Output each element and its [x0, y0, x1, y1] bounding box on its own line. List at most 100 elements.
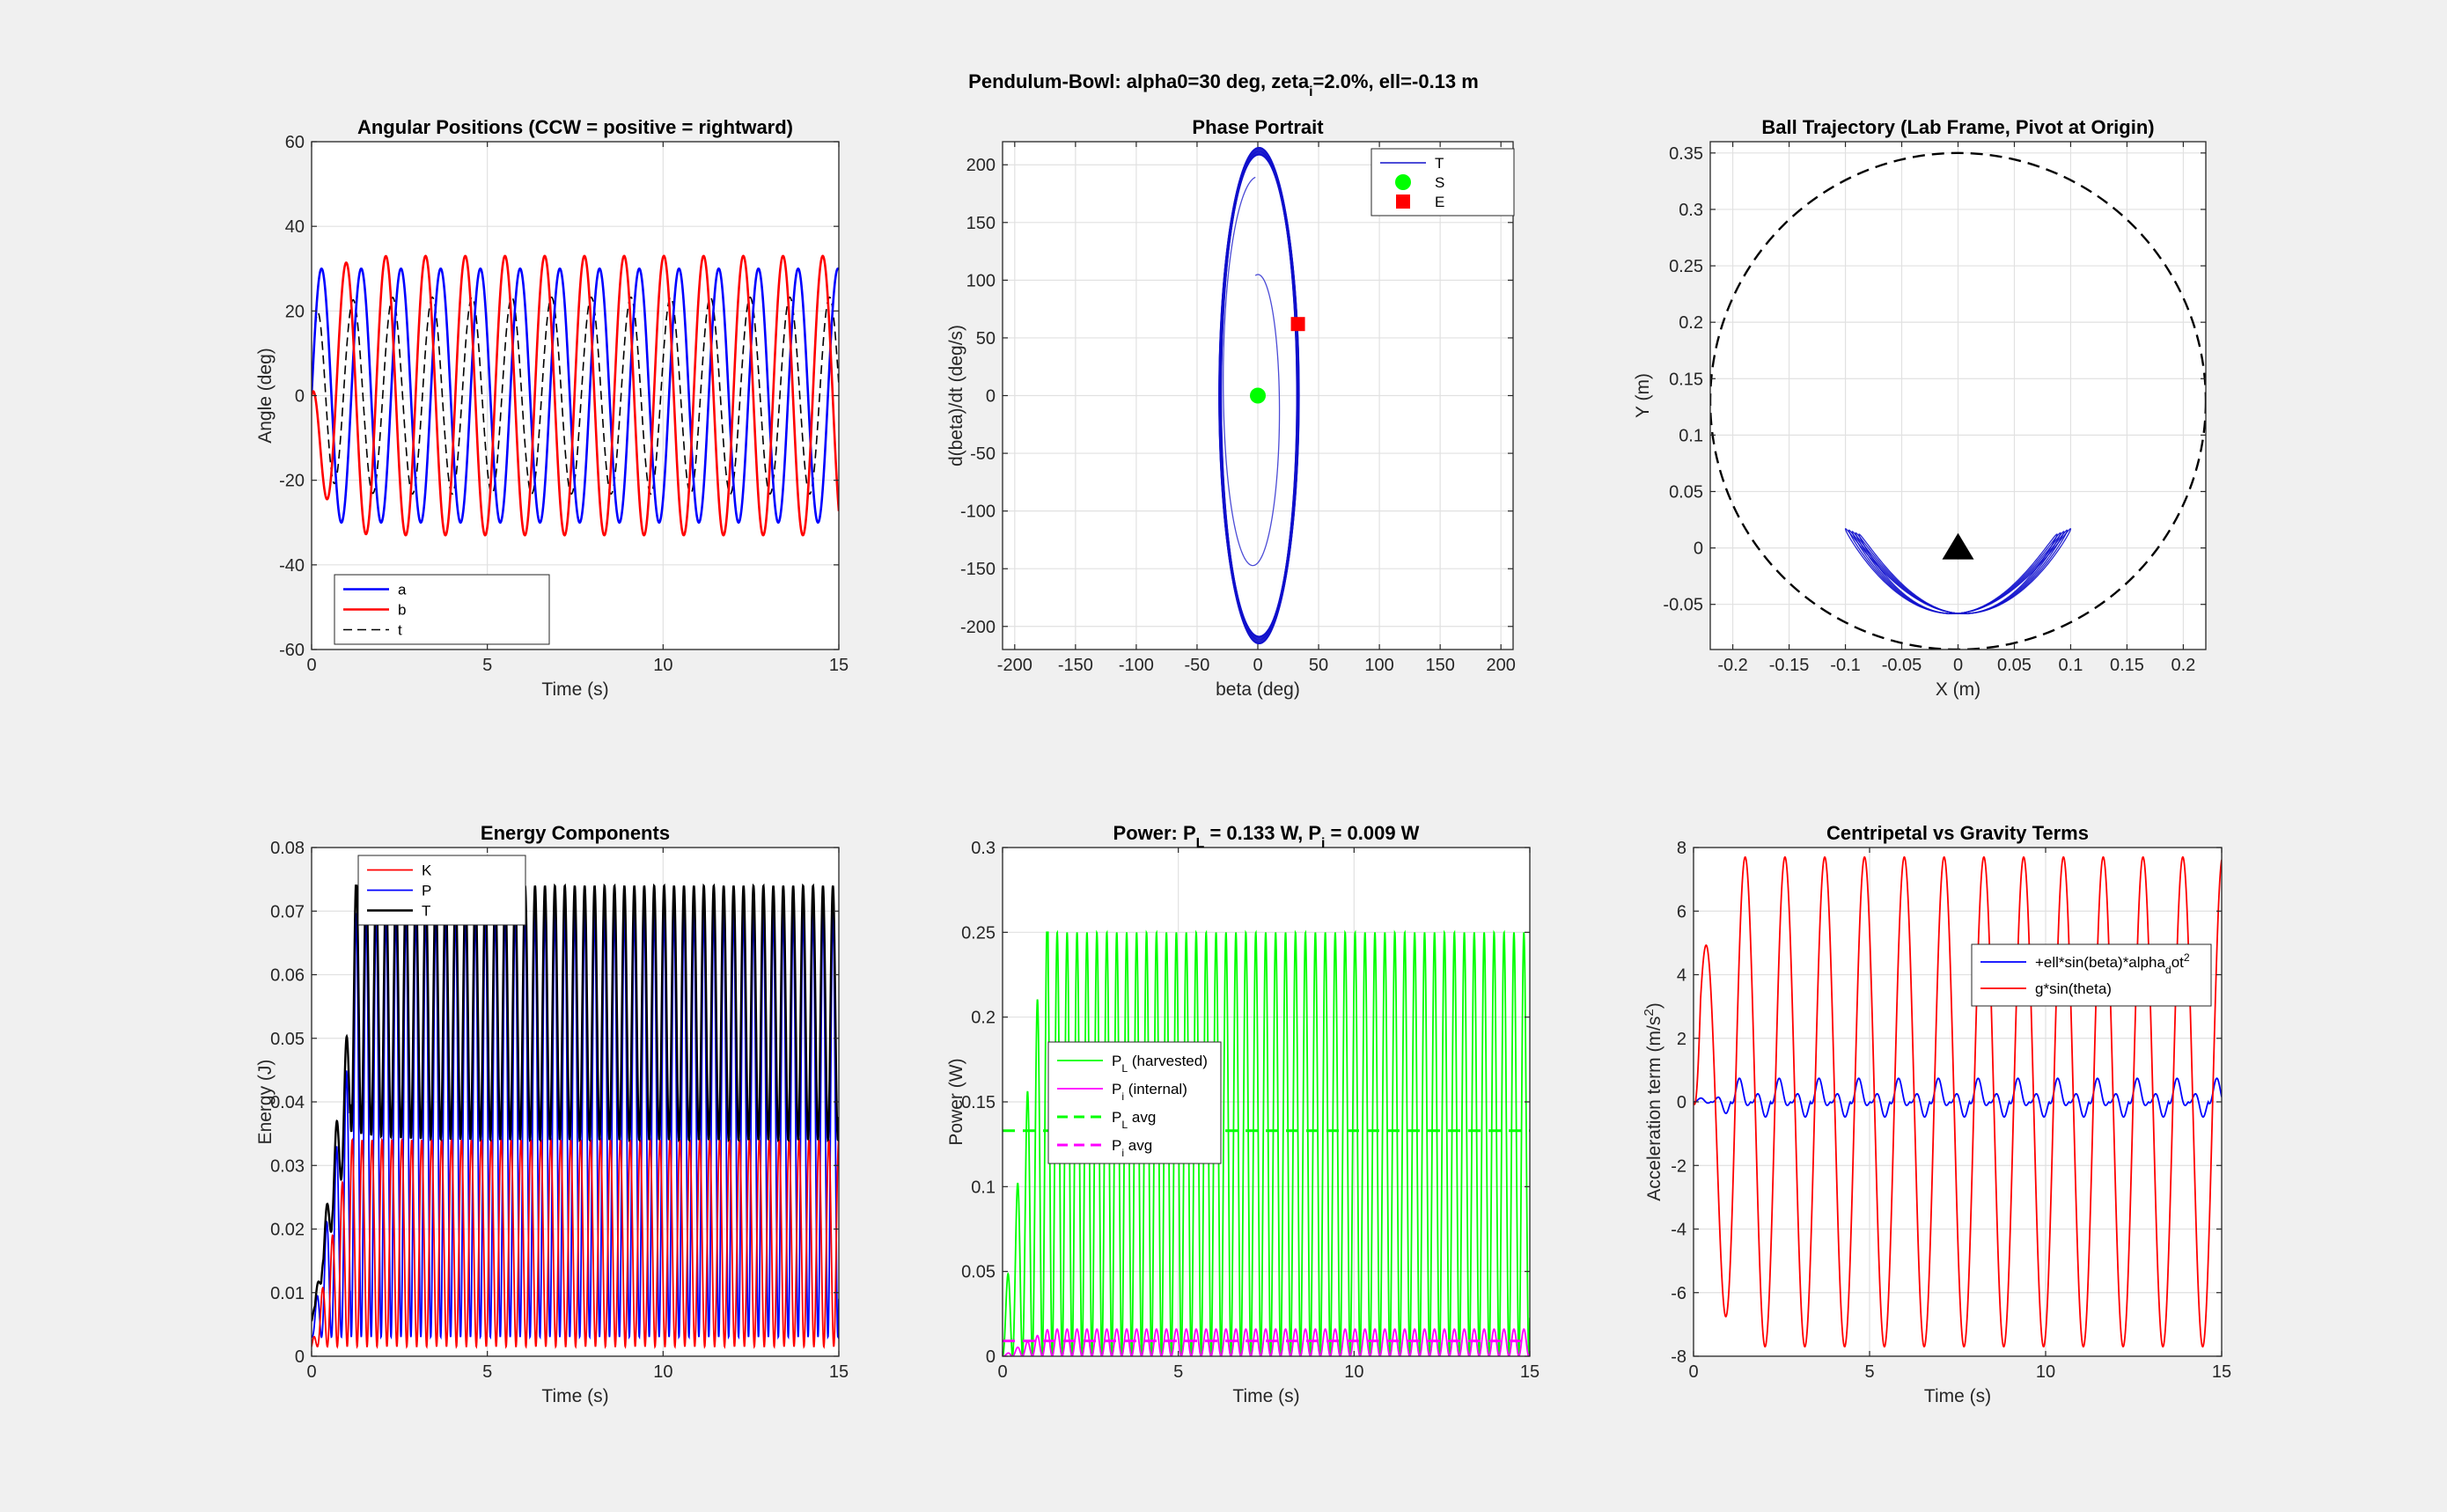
legend-marker	[1396, 195, 1410, 209]
legend-label-part: P	[1112, 1137, 1121, 1154]
y-tick-label: 8	[1677, 839, 1686, 858]
legend-label-part: S	[1435, 174, 1444, 191]
legend-label: T	[422, 903, 430, 920]
legend-label: E	[1435, 194, 1444, 210]
y-axis-label-part: )	[1644, 1002, 1664, 1009]
legend-label-part: L	[1121, 1062, 1128, 1075]
x-tick-label: -50	[1184, 656, 1209, 675]
legend-label: PL (harvested)	[1112, 1053, 1208, 1075]
y-axis-label-part: Acceleration term (m/s	[1644, 1017, 1664, 1201]
x-tick-label: 0	[306, 656, 316, 675]
y-axis-label: d(beta)/dt (deg/s)	[946, 325, 966, 466]
x-tick-label: 0.1	[2059, 656, 2083, 675]
phase-start-marker	[1250, 387, 1266, 404]
y-tick-label: 0.2	[1679, 313, 1703, 333]
x-tick-label: 10	[2036, 1362, 2055, 1382]
axes-title-part: L	[1196, 836, 1205, 851]
suptitle-part: i	[1309, 84, 1312, 99]
y-axis-label-part: 2	[1642, 1009, 1657, 1016]
phase-end-marker	[1290, 317, 1305, 332]
y-tick-label: 0.05	[1669, 482, 1703, 502]
axes-title-part: Power: P	[1113, 822, 1196, 844]
legend-label: Pi avg	[1112, 1137, 1152, 1159]
x-tick-label: 15	[829, 1362, 849, 1382]
plot-content	[1694, 855, 2222, 1348]
legend-label-part: (harvested)	[1128, 1053, 1208, 1069]
y-tick-label: 0.1	[1679, 426, 1703, 445]
y-tick-label: 2	[1677, 1030, 1686, 1049]
x-tick-label: 15	[1520, 1362, 1539, 1382]
figure-suptitle: Pendulum-Bowl: alpha0=30 deg, zetai=2.0%…	[968, 70, 1479, 99]
legend-label-part: T	[1435, 155, 1444, 172]
x-tick-label: 0.15	[2110, 656, 2144, 675]
legend-label-part: d	[2165, 964, 2171, 976]
legend-label-part: t	[398, 622, 402, 639]
x-axis-label: X (m)	[1936, 679, 1980, 700]
legend-label-part: T	[422, 903, 430, 920]
suptitle-part: =2.0%, ell=-0.13 m	[1312, 70, 1478, 92]
y-tick-label: 20	[285, 302, 305, 321]
x-tick-label: 200	[1487, 656, 1516, 675]
ball-path	[1844, 528, 2072, 614]
y-tick-label: 0.03	[270, 1156, 305, 1176]
y-tick-label: 0.1	[971, 1178, 996, 1197]
axes-accel: 0 5 10 15 -8 -6 -4 -2 0 2 4 6 8 Centripetal vs Gravit…	[1642, 822, 2232, 1406]
legend-label-part: ot	[2171, 954, 2184, 971]
x-axis-label: Time (s)	[541, 679, 608, 700]
legend-label-part: (internal)	[1124, 1081, 1187, 1097]
legend-label-part: +ell*sin(beta)*alpha	[2035, 954, 2165, 971]
x-tick-label: -0.2	[1717, 656, 1747, 675]
axes-title-part: Ball Trajectory (Lab Frame, Pivot at Ori…	[1761, 116, 2154, 138]
x-axis-label: beta (deg)	[1216, 679, 1300, 700]
y-tick-label: -8	[1671, 1347, 1686, 1367]
y-tick-label: -60	[279, 641, 305, 660]
pivot-marker	[1942, 532, 1974, 560]
x-tick-label: 5	[482, 656, 492, 675]
legend-box	[1971, 943, 2212, 1007]
x-tick-label: 5	[1864, 1362, 1874, 1382]
bowl-circle	[1710, 151, 2206, 650]
x-tick-label: 0.2	[2171, 656, 2196, 675]
x-tick-label: 5	[482, 1362, 492, 1382]
legend-phase: TSE	[1370, 148, 1515, 217]
x-tick-label: 10	[653, 1362, 672, 1382]
x-tick-label: 0	[997, 1362, 1007, 1382]
axes-title: Energy Components	[481, 822, 670, 844]
y-tick-label: 0.08	[270, 839, 305, 858]
y-axis-label: Energy (J)	[255, 1060, 276, 1145]
y-tick-label: -6	[1671, 1284, 1686, 1303]
y-axis-label: Power (W)	[946, 1058, 966, 1145]
y-tick-label: 0.02	[270, 1221, 305, 1240]
legend-label: S	[1435, 174, 1444, 191]
legend-marker	[1395, 174, 1411, 190]
x-axis-label: Time (s)	[1924, 1386, 1991, 1406]
y-tick-label: -0.05	[1663, 596, 1703, 615]
legend-label-part: E	[1435, 194, 1444, 210]
y-tick-label: 0.2	[971, 1009, 996, 1028]
axes-title-part: Centripetal vs Gravity Terms	[1826, 822, 2089, 844]
axes-title: Power: PL = 0.133 W, Pi = 0.009 W	[1113, 822, 1420, 851]
x-tick-label: -100	[1119, 656, 1154, 675]
y-tick-label: 50	[976, 329, 996, 349]
axes-energy: 0 5 10 15 0 0.01 0.02 0.03 0.04 0.05 0.06 0.07 0.08 E…	[255, 822, 849, 1406]
legend-label-part: L	[1121, 1119, 1128, 1131]
legend-label: +ell*sin(beta)*alphadot2	[2035, 951, 2190, 976]
y-tick-label: 0.15	[961, 1093, 996, 1112]
y-tick-label: -40	[279, 556, 305, 576]
y-tick-label: 60	[285, 133, 305, 152]
y-tick-label: -50	[970, 444, 996, 464]
y-tick-label: 6	[1677, 902, 1686, 921]
x-tick-label: -0.15	[1769, 656, 1810, 675]
y-tick-label: 0.07	[270, 902, 305, 921]
legend-label: Pi (internal)	[1112, 1081, 1187, 1103]
legend-label-part: i	[1121, 1147, 1124, 1159]
legend-label-part: P	[1112, 1053, 1121, 1069]
y-tick-label: 0	[986, 1347, 996, 1367]
axes-title: Phase Portrait	[1192, 116, 1324, 138]
legend-label: a	[398, 582, 407, 598]
x-axis-label: Time (s)	[1232, 1386, 1299, 1406]
phase-initial-loop	[1223, 176, 1281, 567]
axes-title: Ball Trajectory (Lab Frame, Pivot at Ori…	[1761, 116, 2154, 138]
legend-label-part: g*sin(theta)	[2035, 980, 2112, 997]
